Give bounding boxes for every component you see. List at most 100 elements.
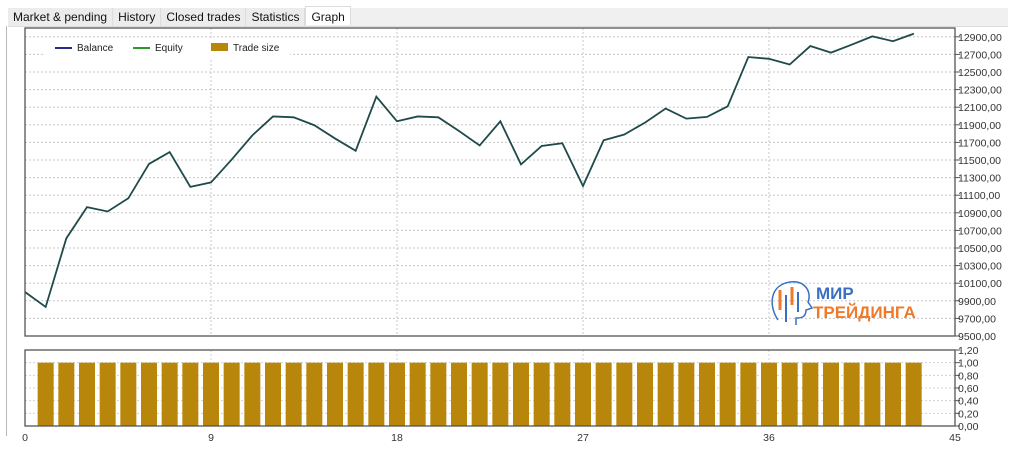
y-tick-label: 10100,00 bbox=[958, 278, 1002, 290]
trade-size-bar bbox=[451, 362, 467, 426]
main-plot-frame bbox=[24, 27, 956, 337]
balance-point bbox=[334, 137, 336, 139]
y-tick-label: 12900,00 bbox=[958, 32, 1002, 44]
logo-line1: МИР bbox=[816, 284, 854, 303]
volume-y-tick-label: 0,80 bbox=[958, 370, 979, 382]
trade-size-bar bbox=[823, 362, 839, 426]
balance-point bbox=[665, 108, 667, 110]
trade-size-bar bbox=[699, 362, 715, 426]
trade-size-bar bbox=[306, 362, 323, 426]
trade-size-bar bbox=[595, 362, 612, 426]
balance-point bbox=[685, 118, 687, 120]
trade-size-bar bbox=[905, 362, 922, 426]
y-tick-label: 11900,00 bbox=[958, 120, 1001, 132]
y-tick-label: 9900,00 bbox=[958, 296, 996, 308]
trade-size-bar bbox=[761, 362, 777, 426]
balance-point bbox=[210, 181, 212, 183]
balance-point bbox=[499, 120, 501, 122]
balance-point bbox=[45, 306, 47, 308]
balance-point bbox=[747, 56, 749, 58]
tab-graph[interactable]: Graph bbox=[305, 6, 351, 25]
trade-size-bar bbox=[182, 362, 199, 426]
x-tick-label: 18 bbox=[391, 432, 403, 444]
balance-point bbox=[272, 115, 274, 117]
trade-size-bar bbox=[740, 362, 757, 426]
trade-size-bar bbox=[58, 362, 75, 426]
balance-point bbox=[644, 122, 646, 124]
balance-point bbox=[293, 116, 295, 118]
y-tick-label: 11500,00 bbox=[958, 155, 1001, 167]
balance-point bbox=[437, 116, 439, 118]
volume-y-tick-label: 0,60 bbox=[958, 383, 979, 395]
trade-size-bar bbox=[161, 362, 178, 426]
x-tick-label: 27 bbox=[577, 432, 589, 444]
legend-trade-size: Trade size bbox=[233, 43, 280, 54]
y-tick-label: 9500,00 bbox=[958, 331, 996, 343]
balance-point bbox=[892, 40, 894, 42]
balance-point bbox=[789, 64, 791, 66]
trade-size-bar bbox=[327, 362, 343, 426]
balance-point bbox=[851, 44, 853, 46]
x-tick-label: 36 bbox=[763, 432, 775, 444]
balance-point bbox=[251, 134, 253, 136]
trade-size-bar bbox=[637, 362, 653, 426]
balance-point bbox=[830, 52, 832, 54]
trade-size-bar bbox=[781, 362, 798, 426]
legend: Balance Equity Trade size bbox=[45, 38, 290, 58]
trade-size-bar bbox=[368, 362, 385, 426]
volume-y-tick-label: 1,20 bbox=[958, 345, 979, 357]
balance-point bbox=[107, 210, 109, 212]
balance-point bbox=[520, 163, 522, 165]
trade-size-bar bbox=[616, 362, 633, 426]
balance-point bbox=[313, 124, 315, 126]
y-tick-label: 11700,00 bbox=[958, 137, 1001, 149]
volume-y-tick-label: 0,00 bbox=[958, 421, 979, 433]
trade-size-bar bbox=[575, 362, 591, 426]
volume-y-tick-label: 0,40 bbox=[958, 396, 979, 408]
y-tick-label: 11300,00 bbox=[958, 173, 1001, 185]
trade-size-bar bbox=[244, 362, 261, 426]
legend-balance: Balance bbox=[77, 43, 114, 54]
y-tick-label: 10300,00 bbox=[958, 261, 1002, 273]
balance-point bbox=[458, 130, 460, 132]
tab-closed-trades[interactable]: Closed trades bbox=[161, 8, 247, 26]
balance-point bbox=[871, 35, 873, 37]
trade-size-bar bbox=[409, 362, 426, 426]
balance-point bbox=[541, 145, 543, 147]
trade-size-bar bbox=[719, 362, 736, 426]
x-tick-label: 9 bbox=[208, 432, 214, 444]
y-tick-label: 9700,00 bbox=[958, 313, 996, 325]
balance-point bbox=[809, 45, 811, 47]
x-tick-label: 0 bbox=[22, 432, 28, 444]
trade-size-bar bbox=[347, 362, 364, 426]
balance-point bbox=[127, 197, 129, 199]
y-tick-label: 12700,00 bbox=[958, 49, 1002, 61]
tab-history[interactable]: History bbox=[113, 8, 162, 26]
balance-point bbox=[582, 185, 584, 187]
trade-size-bar bbox=[471, 362, 488, 426]
balance-point bbox=[561, 142, 563, 144]
y-tick-label: 12300,00 bbox=[958, 85, 1002, 97]
balance-point bbox=[65, 237, 67, 239]
trade-size-bar bbox=[533, 362, 550, 426]
balance-point bbox=[417, 115, 419, 117]
volume-plot-frame bbox=[24, 349, 956, 427]
balance-point bbox=[479, 144, 481, 146]
tab-market-pending[interactable]: Market & pending bbox=[8, 8, 114, 26]
y-tick-label: 10500,00 bbox=[958, 243, 1002, 255]
tab-bar: Market & pending History Closed trades S… bbox=[8, 6, 1008, 27]
trade-size-bar bbox=[864, 362, 881, 426]
trade-size-bar bbox=[802, 362, 819, 426]
balance-point bbox=[396, 120, 398, 122]
trade-size-bar bbox=[37, 362, 54, 426]
trade-size-bar bbox=[885, 362, 901, 426]
y-tick-label: 10700,00 bbox=[958, 225, 1002, 237]
tab-statistics[interactable]: Statistics bbox=[246, 8, 306, 26]
balance-point bbox=[375, 96, 377, 98]
trade-size-bar bbox=[79, 362, 95, 426]
logo-line2: ТРЕЙДИНГА bbox=[813, 303, 916, 322]
trade-size-bar bbox=[554, 362, 571, 426]
balance-point bbox=[231, 159, 233, 161]
balance-point bbox=[913, 33, 915, 35]
